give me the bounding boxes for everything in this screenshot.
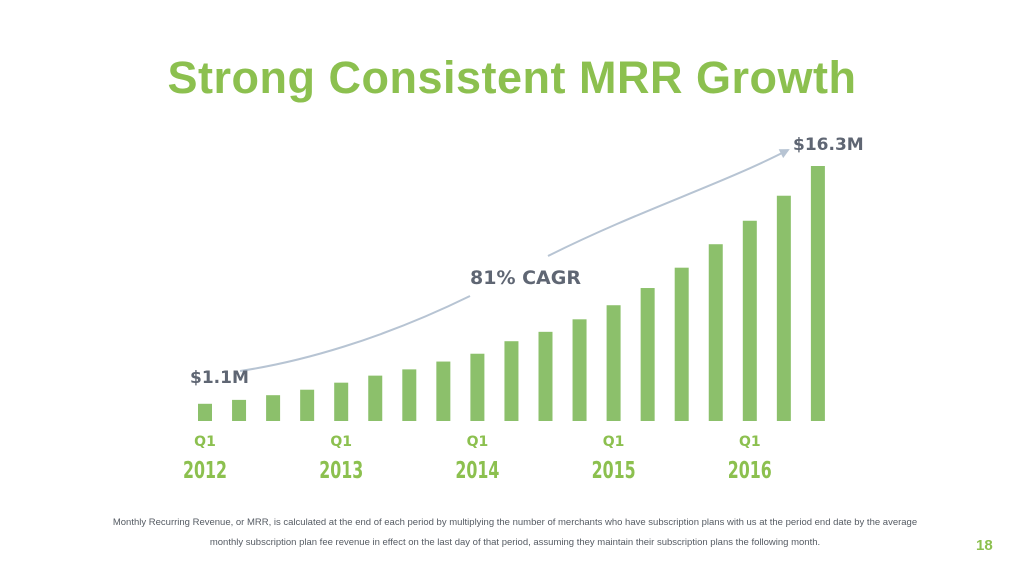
bar-q3-2016 bbox=[810, 166, 825, 421]
growth-arrow bbox=[239, 150, 788, 372]
start-value-label: $1.1M bbox=[190, 368, 249, 388]
tick-quarter-label: Q1 bbox=[467, 434, 489, 450]
bar-q4-2013 bbox=[436, 361, 451, 421]
slide-title: Strong Consistent MRR Growth bbox=[167, 52, 857, 103]
bar-q4-2014 bbox=[572, 319, 587, 421]
bar-q2-2014 bbox=[504, 341, 519, 421]
footnote: Monthly Recurring Revenue, or MRR, is ca… bbox=[112, 517, 918, 548]
tick-quarter-label: Q1 bbox=[739, 434, 761, 450]
end-value-label: $16.3M bbox=[793, 135, 864, 155]
bar-q1-2015 bbox=[606, 305, 621, 421]
bar-q2-2013 bbox=[368, 375, 383, 421]
tick-year-label: 2014 bbox=[455, 458, 499, 484]
bar-q4-2015 bbox=[708, 244, 723, 421]
bar-q1-2012 bbox=[198, 403, 212, 421]
tick-year-label: 2016 bbox=[728, 458, 772, 484]
bar-q2-2016 bbox=[776, 195, 791, 421]
bar-q4-2012 bbox=[300, 389, 315, 421]
bar-q3-2013 bbox=[402, 369, 417, 421]
bar-q3-2012 bbox=[266, 395, 281, 421]
tick-year-label: 2013 bbox=[319, 458, 363, 484]
tick-quarter-label: Q1 bbox=[603, 434, 625, 450]
tick-quarter-label: Q1 bbox=[194, 434, 216, 450]
tick-year-label: 2015 bbox=[592, 458, 636, 484]
bar-q1-2014 bbox=[470, 353, 485, 421]
tick-quarter-label: Q1 bbox=[330, 434, 352, 450]
tick-year-label: 2012 bbox=[183, 458, 227, 484]
bar-q2-2015 bbox=[640, 288, 655, 421]
page-number: 18 bbox=[976, 537, 993, 554]
bar-q3-2015 bbox=[674, 267, 689, 421]
bar-q2-2012 bbox=[232, 399, 247, 421]
cagr-label: 81% CAGR bbox=[470, 267, 581, 289]
bar-q3-2014 bbox=[538, 331, 553, 421]
bar-q1-2013 bbox=[334, 382, 349, 421]
bar-q1-2016 bbox=[742, 220, 757, 421]
